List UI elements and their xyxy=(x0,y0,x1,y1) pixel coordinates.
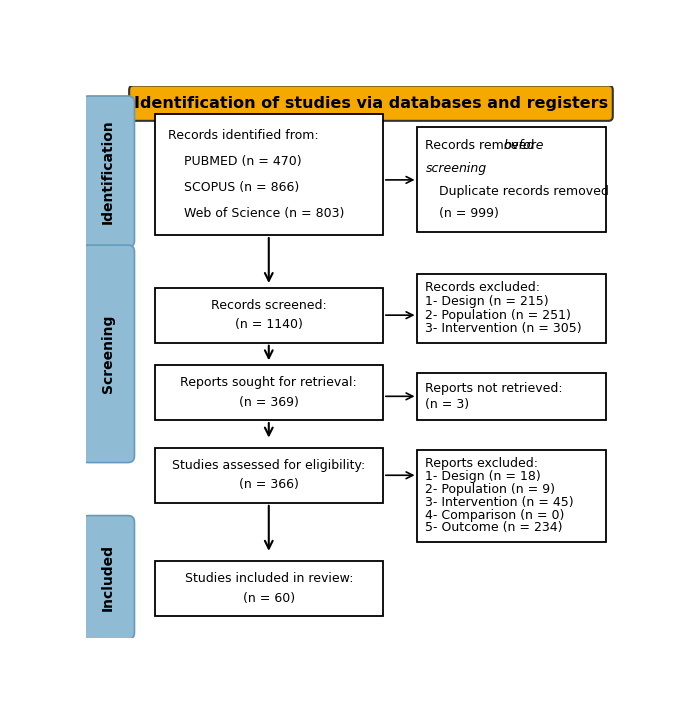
Bar xyxy=(417,128,606,232)
Text: Duplicate records removed: Duplicate records removed xyxy=(438,185,608,198)
Text: (n = 999): (n = 999) xyxy=(438,207,499,220)
Bar xyxy=(417,450,606,541)
Text: SCOPUS (n = 866): SCOPUS (n = 866) xyxy=(168,181,299,194)
Text: Web of Science (n = 803): Web of Science (n = 803) xyxy=(168,207,345,220)
Bar xyxy=(155,365,383,420)
FancyBboxPatch shape xyxy=(82,516,134,640)
Text: before: before xyxy=(504,139,545,153)
Text: Identification of studies via databases and registers: Identification of studies via databases … xyxy=(134,95,608,110)
Text: 5- Outcome (n = 234): 5- Outcome (n = 234) xyxy=(425,521,563,534)
Text: Included: Included xyxy=(101,544,115,611)
FancyBboxPatch shape xyxy=(82,245,134,462)
Text: (n = 366): (n = 366) xyxy=(239,478,299,491)
Bar xyxy=(155,288,383,343)
Text: PUBMED (n = 470): PUBMED (n = 470) xyxy=(168,155,301,168)
Bar xyxy=(155,113,383,235)
Text: 3- Intervention (n = 45): 3- Intervention (n = 45) xyxy=(425,496,574,509)
Text: Records excluded:: Records excluded: xyxy=(425,281,540,294)
Bar xyxy=(417,274,606,343)
Text: Reports not retrieved:: Reports not retrieved: xyxy=(425,382,563,395)
Bar xyxy=(155,561,383,616)
Text: Records removed: Records removed xyxy=(425,139,539,153)
Text: (n = 3): (n = 3) xyxy=(425,398,469,412)
Text: Records identified from:: Records identified from: xyxy=(168,128,319,141)
Text: Reports sought for retrieval:: Reports sought for retrieval: xyxy=(180,376,357,389)
Text: (n = 1140): (n = 1140) xyxy=(235,318,303,331)
FancyBboxPatch shape xyxy=(82,96,134,247)
Bar xyxy=(155,447,383,503)
Text: 2- Population (n = 251): 2- Population (n = 251) xyxy=(425,308,571,322)
Text: Studies assessed for eligibility:: Studies assessed for eligibility: xyxy=(172,459,365,472)
Bar xyxy=(417,373,606,420)
Text: Reports excluded:: Reports excluded: xyxy=(425,457,538,470)
Text: 4- Comparison (n = 0): 4- Comparison (n = 0) xyxy=(425,508,564,522)
Text: Studies included in review:: Studies included in review: xyxy=(184,572,353,585)
Text: 1- Design (n = 18): 1- Design (n = 18) xyxy=(425,470,541,483)
Text: 2- Population (n = 9): 2- Population (n = 9) xyxy=(425,483,556,496)
Text: (n = 60): (n = 60) xyxy=(242,592,295,604)
Text: Identification: Identification xyxy=(101,119,115,224)
FancyBboxPatch shape xyxy=(129,85,613,121)
Text: (n = 369): (n = 369) xyxy=(239,396,299,409)
Text: Screening: Screening xyxy=(101,315,115,393)
Text: :: : xyxy=(466,162,470,175)
Text: 1- Design (n = 215): 1- Design (n = 215) xyxy=(425,295,549,308)
Text: 3- Intervention (n = 305): 3- Intervention (n = 305) xyxy=(425,322,582,336)
Text: Records screened:: Records screened: xyxy=(211,299,327,312)
Text: screening: screening xyxy=(425,162,486,175)
